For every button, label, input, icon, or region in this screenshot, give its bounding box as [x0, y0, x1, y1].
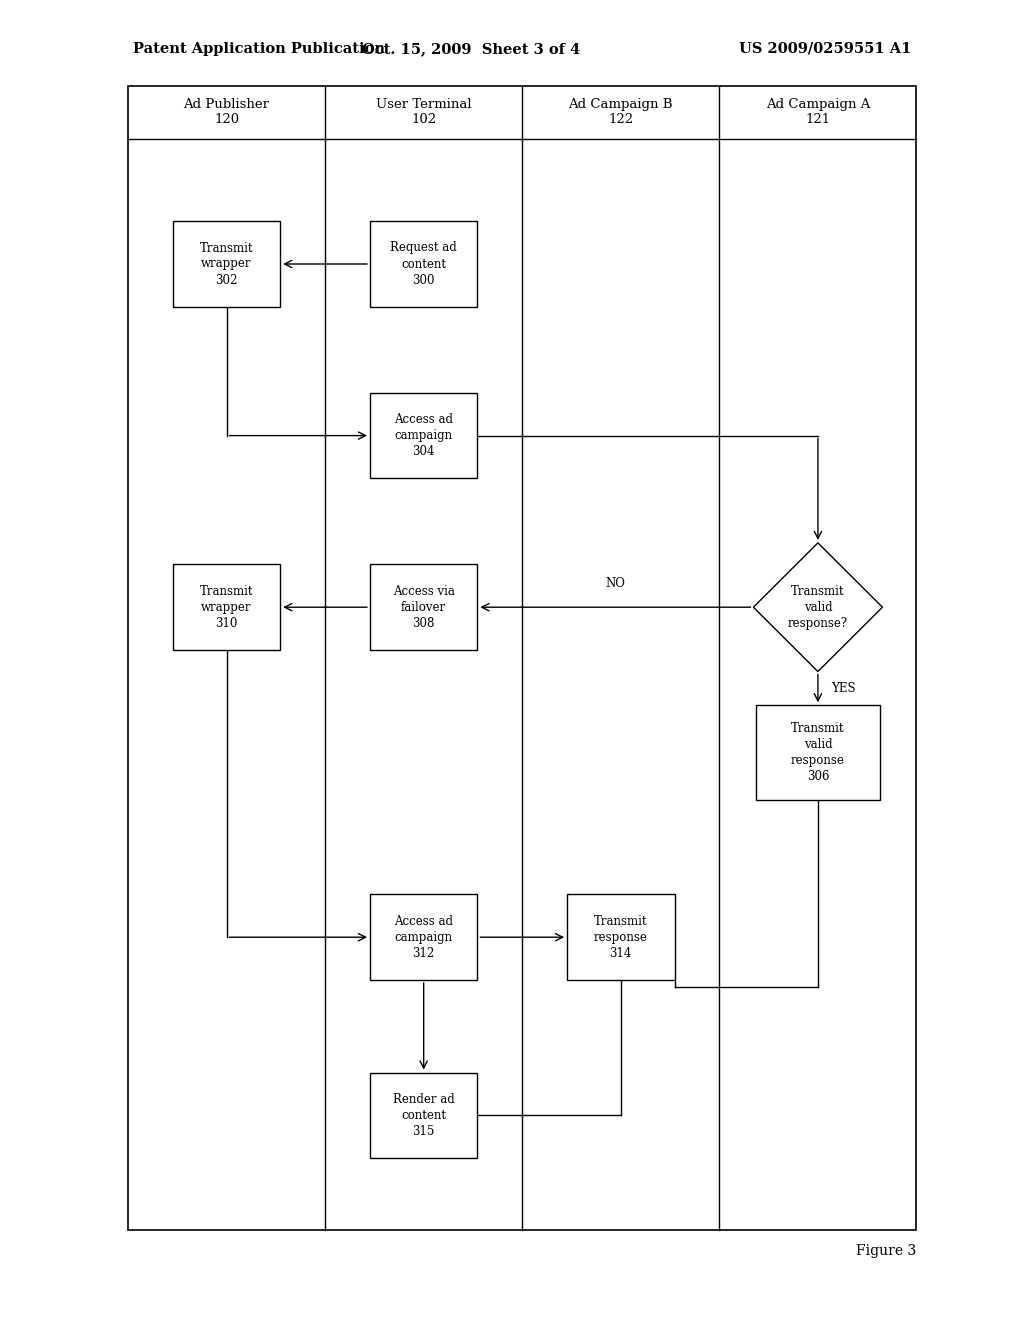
Text: Transmit
valid
response
306: Transmit valid response 306	[791, 722, 845, 783]
Text: Transmit
response
314: Transmit response 314	[594, 915, 648, 960]
Text: Patent Application Publication: Patent Application Publication	[133, 42, 385, 55]
Text: Access ad
campaign
304: Access ad campaign 304	[394, 413, 454, 458]
Text: NO: NO	[605, 577, 626, 590]
Text: Ad Campaign B
122: Ad Campaign B 122	[568, 98, 673, 127]
Text: Render ad
content
315: Render ad content 315	[393, 1093, 455, 1138]
Text: YES: YES	[831, 682, 856, 694]
Bar	[756, 705, 880, 800]
Text: Transmit
wrapper
302: Transmit wrapper 302	[200, 242, 253, 286]
Text: Access via
failover
308: Access via failover 308	[393, 585, 455, 630]
Text: Oct. 15, 2009  Sheet 3 of 4: Oct. 15, 2009 Sheet 3 of 4	[361, 42, 581, 55]
Text: Transmit
valid
response?: Transmit valid response?	[787, 585, 848, 630]
Bar	[567, 895, 675, 979]
Text: Ad Campaign A
121: Ad Campaign A 121	[766, 98, 870, 127]
Text: Ad Publisher
120: Ad Publisher 120	[183, 98, 269, 127]
Text: Access ad
campaign
312: Access ad campaign 312	[394, 915, 454, 960]
Text: Figure 3: Figure 3	[856, 1245, 916, 1258]
Bar	[370, 220, 477, 306]
Text: Transmit
wrapper
310: Transmit wrapper 310	[200, 585, 253, 630]
Bar	[370, 895, 477, 979]
Bar	[370, 565, 477, 649]
Bar	[173, 565, 281, 649]
Text: User Terminal
102: User Terminal 102	[376, 98, 471, 127]
Bar	[173, 220, 281, 306]
Bar	[370, 392, 477, 478]
Bar	[370, 1072, 477, 1159]
Text: Request ad
content
300: Request ad content 300	[390, 242, 457, 286]
Polygon shape	[754, 543, 883, 672]
Text: US 2009/0259551 A1: US 2009/0259551 A1	[739, 42, 911, 55]
Bar	[128, 86, 916, 1230]
